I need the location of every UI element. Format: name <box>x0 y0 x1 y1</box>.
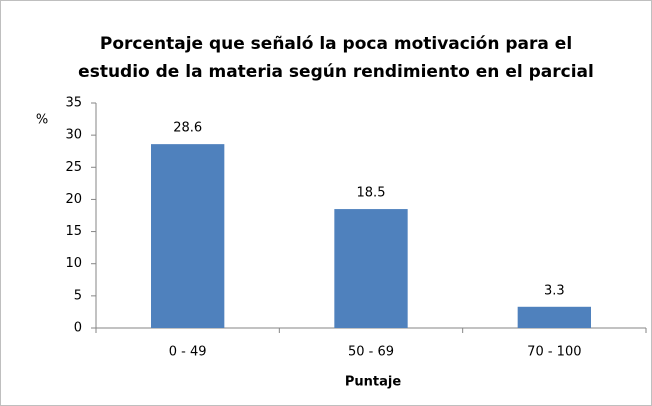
y-tick-label: 20 <box>65 192 82 207</box>
y-tick-label: 15 <box>65 224 82 239</box>
x-tick-label: 50 - 69 <box>348 345 394 360</box>
y-tick-label: 10 <box>65 256 82 271</box>
data-label: 18.5 <box>357 186 386 201</box>
y-tick-label: 35 <box>65 96 82 111</box>
y-tick-label: 0 <box>74 321 82 336</box>
y-tick-label: 25 <box>65 160 82 175</box>
bar <box>517 306 591 328</box>
y-axis-title: % <box>36 113 48 128</box>
x-axis-title: Puntaje <box>345 375 401 390</box>
chart-title: estudio de la materia según rendimiento … <box>78 62 594 82</box>
bar <box>334 209 408 328</box>
y-tick-label: 30 <box>65 128 82 143</box>
x-tick-label: 70 - 100 <box>527 345 581 360</box>
chart-title: Porcentaje que señaló la poca motivación… <box>100 34 572 54</box>
data-label: 3.3 <box>544 283 565 298</box>
x-tick-label: 0 - 49 <box>169 345 207 360</box>
bar <box>151 144 225 328</box>
y-tick-label: 5 <box>74 288 82 303</box>
data-label: 28.6 <box>173 121 202 136</box>
